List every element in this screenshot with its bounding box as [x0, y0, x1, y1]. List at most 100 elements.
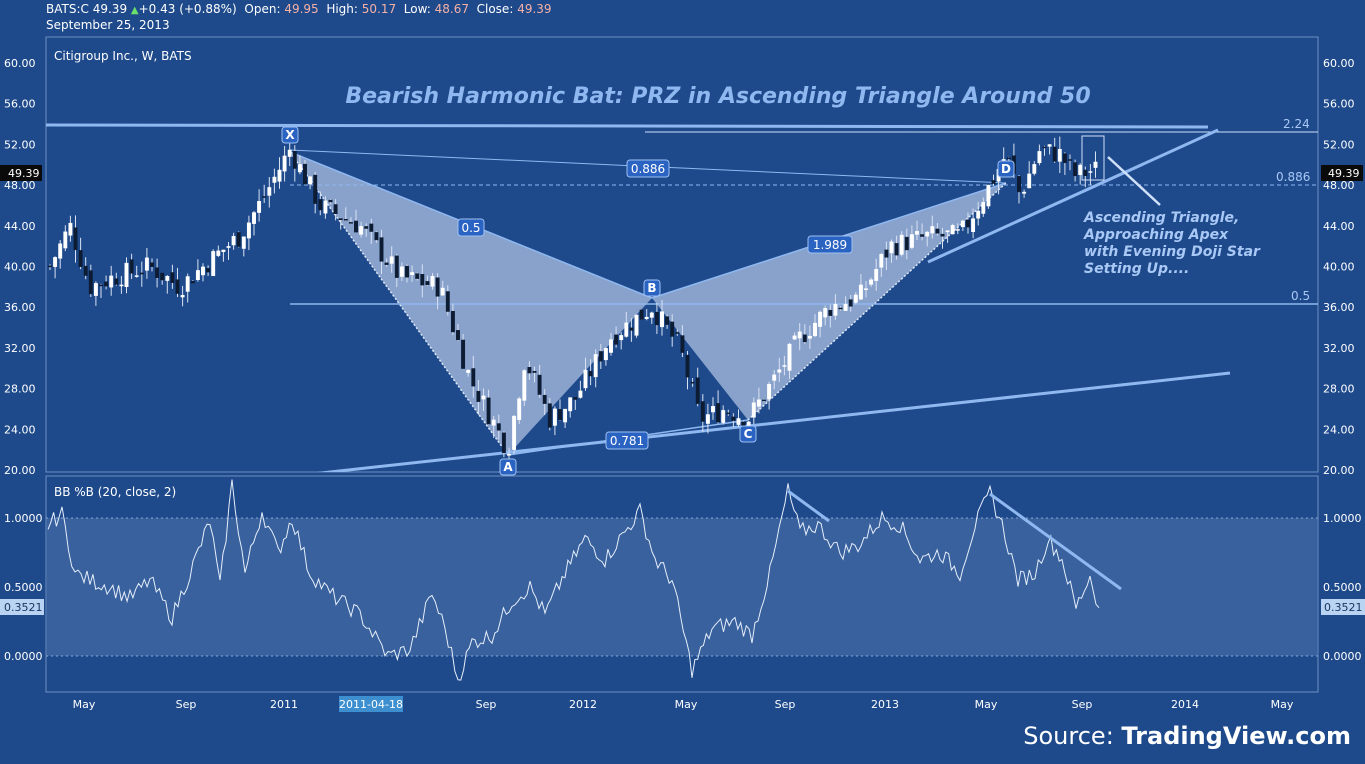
candle: [435, 273, 440, 310]
up-arrow-icon: ▲: [130, 5, 139, 16]
candle: [155, 258, 160, 288]
fib-0.886-label: 0.886: [1276, 170, 1310, 184]
candle: [802, 324, 807, 344]
candle: [945, 230, 950, 243]
candle: [920, 223, 925, 241]
chart-title: Bearish Harmonic Bat: PRZ in Ascending T…: [345, 84, 1090, 109]
candle: [1078, 163, 1083, 185]
candle: [904, 228, 909, 260]
candle: [323, 196, 328, 219]
point-d-label: D: [997, 160, 1015, 178]
candle: [134, 265, 139, 278]
candle: [374, 231, 379, 243]
candle: [466, 369, 471, 377]
pattern-annotation: Ascending Triangle, Approaching Apex wit…: [1083, 210, 1261, 277]
high-label: High:: [326, 2, 358, 16]
y-tick-label: 28.00: [1323, 383, 1355, 396]
long-support-line: [316, 371, 1231, 472]
candle: [629, 317, 634, 342]
candle: [721, 405, 726, 425]
svg-text:Approaching Apex: Approaching Apex: [1083, 227, 1229, 243]
candle: [558, 399, 562, 421]
y-tick-label: 60.00: [4, 57, 36, 70]
candle: [1062, 152, 1067, 175]
candle: [568, 397, 573, 418]
indicator-tick-label: 0.0000: [1323, 650, 1362, 663]
candle: [129, 253, 134, 280]
main-legend: Citigroup Inc., W, BATS: [54, 49, 192, 63]
y-tick-label: 36.00: [4, 301, 36, 314]
x-tick-label: Sep: [1072, 698, 1093, 711]
candle: [394, 254, 399, 287]
svg-text:0.886: 0.886: [631, 162, 665, 176]
candle: [114, 272, 119, 286]
candle: [654, 302, 659, 335]
candle: [369, 218, 374, 245]
source-credit: Source: TradingView.com: [1023, 722, 1351, 750]
candle: [695, 367, 700, 407]
candle: [711, 397, 715, 420]
candle: [292, 145, 297, 182]
svg-text:D: D: [1001, 162, 1011, 176]
y-axis-left: 60.00 56.00 52.00 48.00 44.00 40.00 36.00 32.00…: [4, 57, 36, 477]
candle: [660, 299, 664, 336]
candle: [175, 267, 180, 298]
indicator-tick-label: 1.0000: [1323, 512, 1362, 525]
candle: [343, 207, 348, 221]
candle: [410, 265, 415, 282]
candle: [889, 239, 894, 263]
candle: [960, 219, 965, 232]
candle: [680, 325, 685, 358]
candle: [874, 258, 879, 291]
y-tick-label: 48.00: [4, 179, 36, 192]
candle: [899, 231, 904, 257]
main-pane[interactable]: [45, 36, 1319, 473]
candle: [150, 258, 154, 272]
candle: [1057, 136, 1062, 174]
candle: [415, 272, 420, 281]
x-tick-label: May: [975, 698, 998, 711]
candle: [930, 215, 935, 239]
candle: [624, 311, 629, 338]
candle: [180, 285, 185, 307]
candle: [971, 208, 976, 239]
candle: [1037, 144, 1042, 166]
y-tick-label: 52.00: [4, 138, 36, 151]
candle: [246, 215, 251, 251]
candle: [833, 294, 838, 321]
candle: [705, 403, 710, 434]
candle: [823, 305, 828, 326]
candle: [379, 229, 384, 275]
candle: [262, 184, 267, 204]
candle: [685, 350, 690, 390]
y-tick-label: 44.00: [1323, 220, 1355, 233]
x-tick-label: May: [73, 698, 96, 711]
y-tick-label: 48.00: [1323, 179, 1355, 192]
candle: [308, 176, 313, 190]
candle: [165, 275, 170, 294]
indicator-axis-right: 1.0000 0.5000 0.0000: [1323, 512, 1362, 663]
candle: [338, 217, 343, 230]
candle: [547, 398, 552, 431]
candle: [201, 263, 205, 282]
candle: [144, 247, 149, 279]
candle: [818, 310, 823, 338]
candle: [1088, 163, 1093, 185]
ratio-label-xd: 0.886: [626, 159, 670, 178]
close-value: 49.39: [517, 2, 552, 16]
candle: [354, 209, 358, 233]
x-axis-highlight: 2011-04-18: [339, 696, 403, 712]
svg-text:0.5: 0.5: [461, 221, 480, 235]
candle: [940, 227, 945, 249]
svg-text:C: C: [744, 427, 753, 441]
candle: [297, 155, 302, 175]
point-x-label: X: [281, 126, 299, 144]
candle: [639, 309, 644, 320]
candle: [869, 277, 874, 287]
x-tick-label: May: [675, 698, 698, 711]
candle: [450, 303, 455, 335]
y-tick-label: 28.00: [4, 383, 36, 396]
svg-text:49.39: 49.39: [8, 167, 40, 180]
candle: [634, 314, 639, 338]
